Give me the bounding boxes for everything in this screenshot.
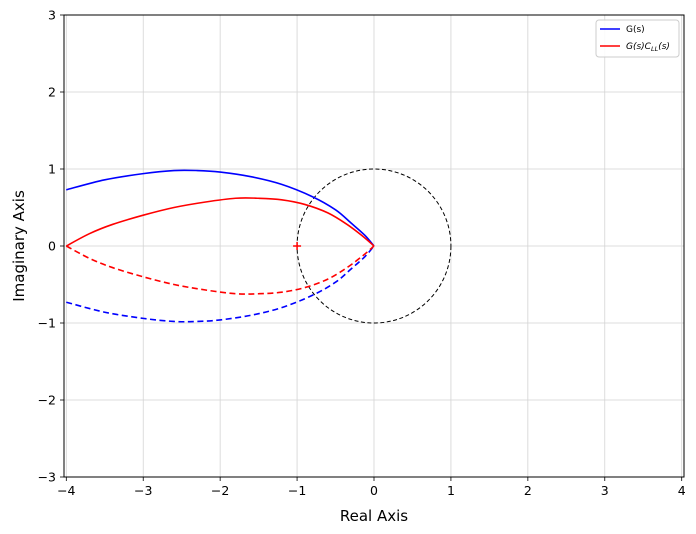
legend-label-gcll-sub: LL — [651, 45, 659, 53]
x-tick-label: 4 — [678, 483, 686, 498]
y-tick-label: 3 — [48, 8, 56, 23]
y-tick-label: −2 — [38, 393, 56, 408]
x-tick-label: 0 — [370, 483, 378, 498]
plot-curves — [65, 168, 452, 324]
x-tick-label: −4 — [57, 483, 75, 498]
x-tick-label: 1 — [447, 483, 455, 498]
x-tick-label: −1 — [288, 483, 306, 498]
y-axis-ticks: −3 −2 −1 0 1 2 3 — [38, 8, 64, 485]
x-tick-label: −2 — [211, 483, 229, 498]
series-1-positive — [65, 197, 375, 247]
legend-label-gcll: G(s)CLL(s) — [626, 42, 670, 53]
x-tick-label: 2 — [524, 483, 532, 498]
legend: G(s) G(s)CLL(s) — [595, 19, 680, 58]
y-tick-label: 0 — [48, 239, 56, 254]
x-axis-ticks: −4 −3 −2 −1 0 1 2 3 4 — [57, 477, 686, 498]
legend-label-g: G(s) — [626, 25, 645, 35]
legend-label-gcll-tail: (s) — [658, 42, 670, 52]
x-tick-label: −3 — [134, 483, 152, 498]
legend-label-gcll-main: G(s)C — [626, 42, 652, 52]
series-0-positive — [66, 169, 375, 247]
y-tick-label: −1 — [38, 316, 56, 331]
series-0-mirror — [66, 245, 375, 323]
x-axis-label: Real Axis — [340, 507, 408, 525]
y-tick-label: −3 — [38, 470, 56, 485]
y-axis-label: Imaginary Axis — [10, 190, 28, 302]
y-tick-label: 1 — [48, 162, 56, 177]
x-tick-label: 3 — [601, 483, 609, 498]
y-tick-label: 2 — [48, 85, 56, 100]
